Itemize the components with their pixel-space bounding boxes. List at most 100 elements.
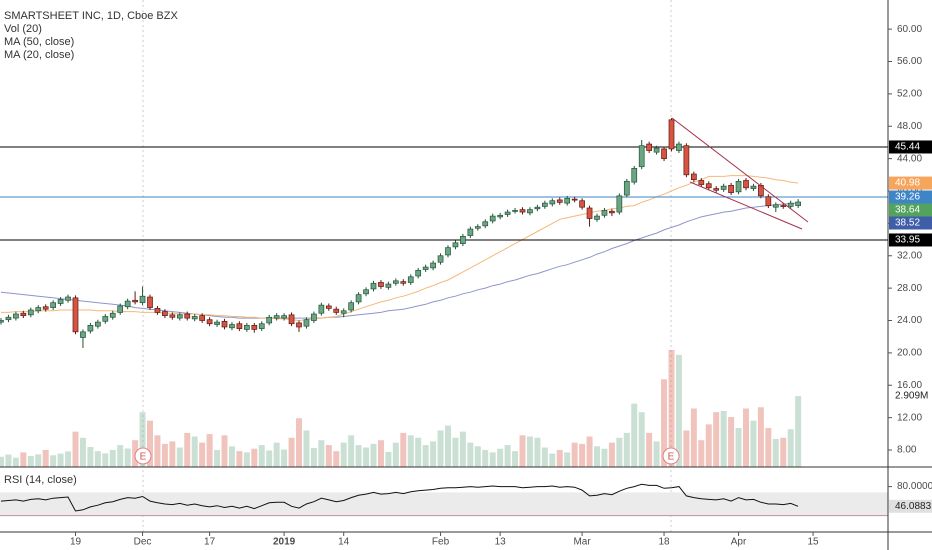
volume-bar xyxy=(608,442,615,467)
hline-label: 33.95 xyxy=(895,235,920,246)
candle-body xyxy=(340,310,347,314)
volume-value-label-box xyxy=(889,389,932,403)
volume-bar xyxy=(601,448,608,467)
legend-entry: MA (50, close) xyxy=(4,36,74,48)
legend-entry: MA (20, close) xyxy=(4,49,74,61)
volume-bar xyxy=(690,408,697,467)
y-tick-label: 20.00 xyxy=(897,348,922,359)
volume-bar xyxy=(415,437,422,467)
candle-body xyxy=(594,215,600,220)
candle-body xyxy=(646,143,653,151)
volume-bar xyxy=(623,432,630,467)
volume-bar xyxy=(57,453,64,467)
volume-bar xyxy=(757,407,764,467)
hline-label-box xyxy=(889,233,932,247)
ma-line xyxy=(1,175,799,322)
volume-bar xyxy=(467,442,474,467)
candle-body xyxy=(549,200,556,205)
candle-body xyxy=(303,319,310,327)
candle-body xyxy=(638,145,645,168)
volume-bar xyxy=(526,436,533,467)
volume-bar xyxy=(638,412,645,467)
candle-body xyxy=(437,255,444,263)
candle-body xyxy=(311,313,317,321)
candle-body xyxy=(251,325,258,330)
hline-label: 39.26 xyxy=(895,192,920,203)
candle-body xyxy=(504,211,511,215)
volume-bar xyxy=(12,457,19,467)
volume-bar xyxy=(780,437,787,467)
candle-body xyxy=(72,297,79,333)
legend-entry: Vol (20) xyxy=(4,23,42,35)
candle-body xyxy=(474,226,481,229)
volume-bar xyxy=(377,440,384,467)
candle-body xyxy=(616,195,623,213)
x-tick-label: 2019 xyxy=(273,537,296,548)
candle-body xyxy=(690,173,697,181)
x-tick-label: 14 xyxy=(338,537,350,548)
candle-body xyxy=(407,276,414,283)
candle-body xyxy=(445,247,451,256)
candle-body xyxy=(139,295,146,304)
candle-body xyxy=(132,299,138,303)
volume-bar xyxy=(139,412,146,467)
volume-bar xyxy=(117,445,124,467)
x-tick-label: 13 xyxy=(495,537,507,548)
hline-label-box xyxy=(889,190,932,204)
y-tick-label: 16.00 xyxy=(897,380,922,391)
candle-body xyxy=(109,312,116,318)
candle-body xyxy=(497,214,503,218)
volume-bar xyxy=(214,449,221,467)
candle-body xyxy=(489,215,496,222)
candle-body xyxy=(422,266,429,270)
volume-bar xyxy=(251,448,258,467)
candle-body xyxy=(20,312,27,316)
y-tick-label: 28.00 xyxy=(897,283,922,294)
candle-body xyxy=(124,300,131,308)
earnings-marker[interactable] xyxy=(134,447,152,465)
volume-bar xyxy=(713,412,720,467)
volume-bar xyxy=(459,431,466,467)
candle-body xyxy=(735,180,742,193)
volume-bar xyxy=(79,437,86,467)
candle-body xyxy=(0,320,4,323)
ma-value-label: 38.52 xyxy=(895,218,920,229)
x-tick-label: 19 xyxy=(70,537,82,548)
volume-bar xyxy=(35,454,42,467)
candle-body xyxy=(229,324,235,329)
candle-body xyxy=(348,302,354,311)
earnings-label: E xyxy=(668,452,675,463)
volume-bar xyxy=(318,440,325,467)
volume-bar xyxy=(534,437,541,467)
candle-body xyxy=(27,309,34,316)
volume-bar xyxy=(519,435,526,467)
candle-body xyxy=(758,184,764,197)
candle-body xyxy=(5,316,12,321)
y-tick-label: 44.00 xyxy=(897,153,922,164)
volume-bar xyxy=(72,431,79,467)
volume-bar xyxy=(102,453,109,467)
volume-value-label: 2.909M xyxy=(895,391,928,402)
earnings-marker[interactable] xyxy=(662,447,680,465)
volume-bar xyxy=(296,418,302,467)
candle-body xyxy=(258,323,265,329)
candle-body xyxy=(720,185,727,190)
candle-body xyxy=(780,205,787,207)
volume-bar xyxy=(124,448,131,467)
volume-bar xyxy=(653,441,660,467)
volume-bar xyxy=(787,429,794,467)
volume-bar xyxy=(422,445,429,467)
candle-body xyxy=(184,313,191,319)
candle-body xyxy=(698,180,705,185)
ma-line xyxy=(0,202,799,319)
candle-body xyxy=(154,308,161,313)
volume-bar xyxy=(348,435,355,467)
x-tick-label: 18 xyxy=(658,537,670,548)
volume-bar xyxy=(556,449,563,467)
volume-bar xyxy=(50,455,57,467)
volume-bar xyxy=(266,450,273,467)
volume-bar xyxy=(281,449,288,467)
candle-body xyxy=(676,143,682,151)
rsi-tick-label: 80.0000 xyxy=(897,481,932,492)
candle-body xyxy=(393,280,399,284)
